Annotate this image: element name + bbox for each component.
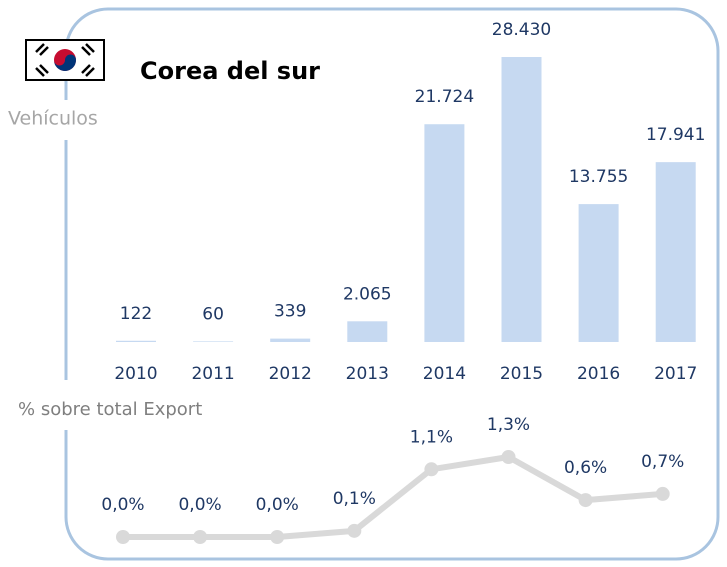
flag: [25, 39, 105, 81]
bar: [501, 57, 542, 342]
data-label: 0,0%: [256, 495, 299, 515]
bar: [347, 321, 388, 342]
y-axis-label: % sobre total Export: [18, 399, 202, 420]
data-label: 339: [274, 302, 306, 322]
data-label: 13.755: [569, 167, 628, 187]
marker: [578, 493, 593, 508]
data-label: 60: [202, 304, 224, 324]
line: [123, 454, 663, 540]
data-label: 17.941: [646, 125, 705, 145]
bar: [578, 204, 619, 342]
marker: [116, 530, 130, 544]
marker: [347, 523, 362, 538]
data-label: 0,0%: [178, 495, 221, 515]
data-label: 1,1%: [410, 427, 453, 447]
x-tick-label: 2015: [500, 364, 543, 384]
data-label: 28.430: [492, 20, 551, 40]
marker: [424, 462, 439, 477]
x-tick-label: 2014: [423, 364, 466, 384]
label-bg: [0, 100, 130, 140]
chart-title: Corea del sur: [140, 57, 320, 85]
frame: [64, 7, 720, 561]
y-axis-label: Vehículos: [8, 108, 98, 130]
marker: [193, 530, 208, 544]
marker: [655, 486, 670, 501]
marker: [270, 530, 285, 544]
data-label: 0,7%: [641, 452, 684, 472]
x-tick-label: 2012: [269, 364, 312, 384]
bar: [424, 124, 465, 342]
bar: [270, 338, 311, 342]
x-tick-label: 2017: [654, 364, 697, 384]
data-label: 0,0%: [101, 495, 144, 515]
data-label: 0,6%: [564, 458, 607, 478]
marker: [501, 450, 516, 464]
data-label: 0,1%: [333, 489, 376, 509]
data-label: 2.065: [343, 284, 392, 304]
x-tick-label: 2016: [577, 364, 620, 384]
x-tick-label: 2011: [191, 364, 234, 384]
bar: [116, 340, 156, 342]
data-label: 1,3%: [487, 415, 530, 435]
bar: [655, 162, 696, 342]
x-tick-label: 2013: [346, 364, 389, 384]
bar: [193, 341, 234, 342]
label-bg: [0, 380, 260, 430]
data-label: 21.724: [415, 87, 474, 107]
data-label: 122: [120, 304, 152, 324]
x-tick-label: 2010: [114, 364, 157, 384]
